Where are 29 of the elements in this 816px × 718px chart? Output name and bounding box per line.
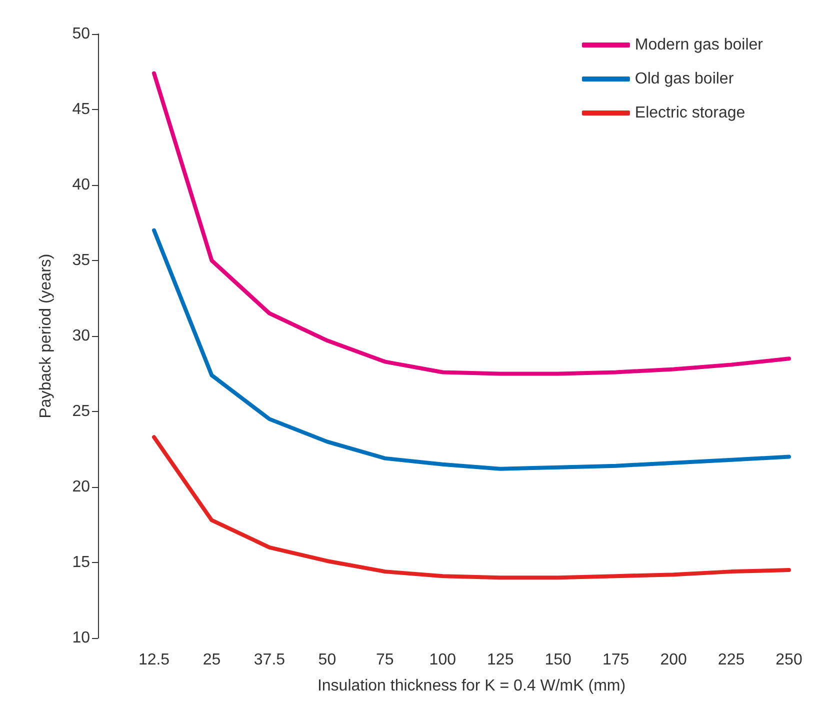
y-tick-label: 20 bbox=[72, 478, 90, 496]
x-tick-label: 25 bbox=[202, 652, 221, 668]
x-tick-label: 75 bbox=[376, 652, 394, 668]
y-tick-label: 10 bbox=[72, 630, 90, 646]
y-tick-label: 50 bbox=[72, 26, 90, 42]
y-tick-label: 25 bbox=[72, 403, 90, 420]
y-tick-label: 45 bbox=[72, 101, 90, 118]
y-tick-label: 30 bbox=[72, 328, 90, 344]
x-tick-label: 125 bbox=[487, 652, 514, 668]
line-series bbox=[152, 71, 791, 376]
x-tick-label: 37.5 bbox=[254, 652, 286, 668]
x-tick-label: 225 bbox=[718, 652, 745, 668]
legend-label: Electric storage bbox=[634, 104, 746, 122]
x-tick-label: 250 bbox=[776, 652, 802, 668]
x-axis-title: Insulation thickness for K = 0.4 W/mK (mm) bbox=[317, 678, 626, 694]
legend-label: Modern gas boiler bbox=[634, 36, 764, 54]
x-tick-label: 12.5 bbox=[138, 652, 170, 668]
line-series bbox=[152, 228, 791, 471]
x-tick-label: 50 bbox=[318, 652, 336, 668]
y-tick-label: 35 bbox=[72, 252, 90, 269]
x-tick-label: 175 bbox=[602, 652, 630, 668]
y-axis-title: Payback period (years) bbox=[38, 254, 54, 418]
y-tick-label: 15 bbox=[72, 554, 90, 571]
x-tick-label: 200 bbox=[660, 652, 687, 668]
line-series bbox=[152, 435, 791, 580]
x-tick-label: 100 bbox=[429, 652, 456, 668]
x-tick-label: 150 bbox=[544, 652, 572, 668]
legend-label: Old gas boiler bbox=[634, 70, 734, 88]
y-tick-label: 40 bbox=[72, 176, 90, 194]
